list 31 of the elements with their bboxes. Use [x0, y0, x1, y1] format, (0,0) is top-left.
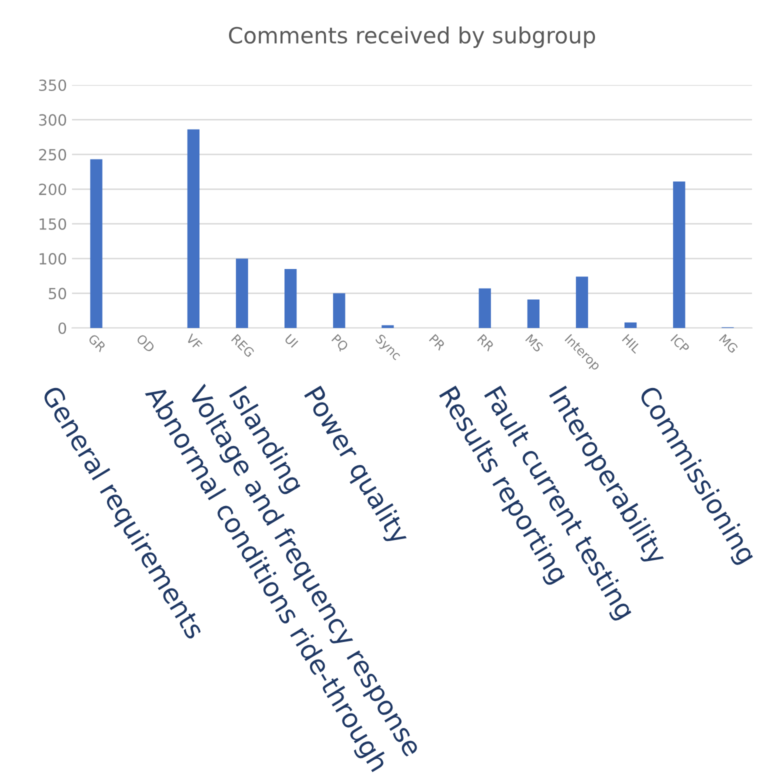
y-tick-label: 150: [40, 218, 66, 230]
bar: [576, 276, 588, 328]
bar: [527, 300, 540, 328]
x-tick-label: MG: [718, 334, 738, 354]
bar: [284, 268, 297, 328]
x-tick-label: PR: [428, 334, 446, 351]
x-tick-label: UI: [284, 334, 298, 348]
x-tick-label: ICP: [670, 334, 690, 354]
y-tick-label: 300: [39, 114, 66, 126]
bar: [187, 129, 200, 328]
y-tick-label: 100: [40, 253, 66, 265]
bar: [382, 325, 394, 328]
y-tick-label: 250: [39, 148, 66, 160]
x-tick-label: VF: [185, 333, 202, 350]
x-tick-label: HIL: [622, 334, 642, 354]
chart-title: Comments received by subgroup: [228, 26, 596, 48]
y-tick-label: 200: [39, 184, 66, 196]
y-tick-label: 350: [39, 79, 66, 92]
bar: [90, 159, 102, 328]
x-tick-label: MS: [525, 334, 544, 352]
x-tick-label: RR: [477, 334, 495, 352]
bar: [236, 258, 248, 328]
bar: [624, 322, 637, 328]
x-tick-label: PQ: [330, 334, 349, 353]
bar: [478, 288, 491, 328]
y-tick-label: 50: [48, 288, 66, 300]
bar: [333, 293, 346, 328]
x-tick-label: OD: [136, 334, 156, 353]
bar: [673, 182, 686, 328]
y-tick-label: 0: [58, 322, 66, 334]
x-tick-label: GR: [88, 334, 107, 352]
